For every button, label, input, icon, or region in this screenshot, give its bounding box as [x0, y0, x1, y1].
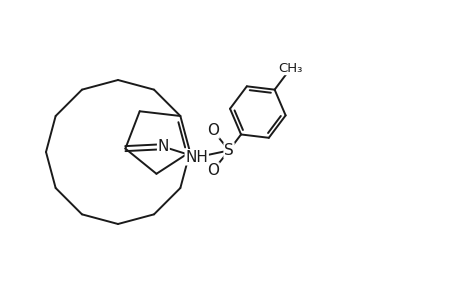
Text: N: N [157, 139, 169, 154]
Text: O: O [207, 163, 218, 178]
Text: CH₃: CH₃ [278, 61, 302, 75]
Text: S: S [224, 143, 233, 158]
Text: O: O [207, 123, 218, 138]
Text: NH: NH [185, 150, 208, 165]
